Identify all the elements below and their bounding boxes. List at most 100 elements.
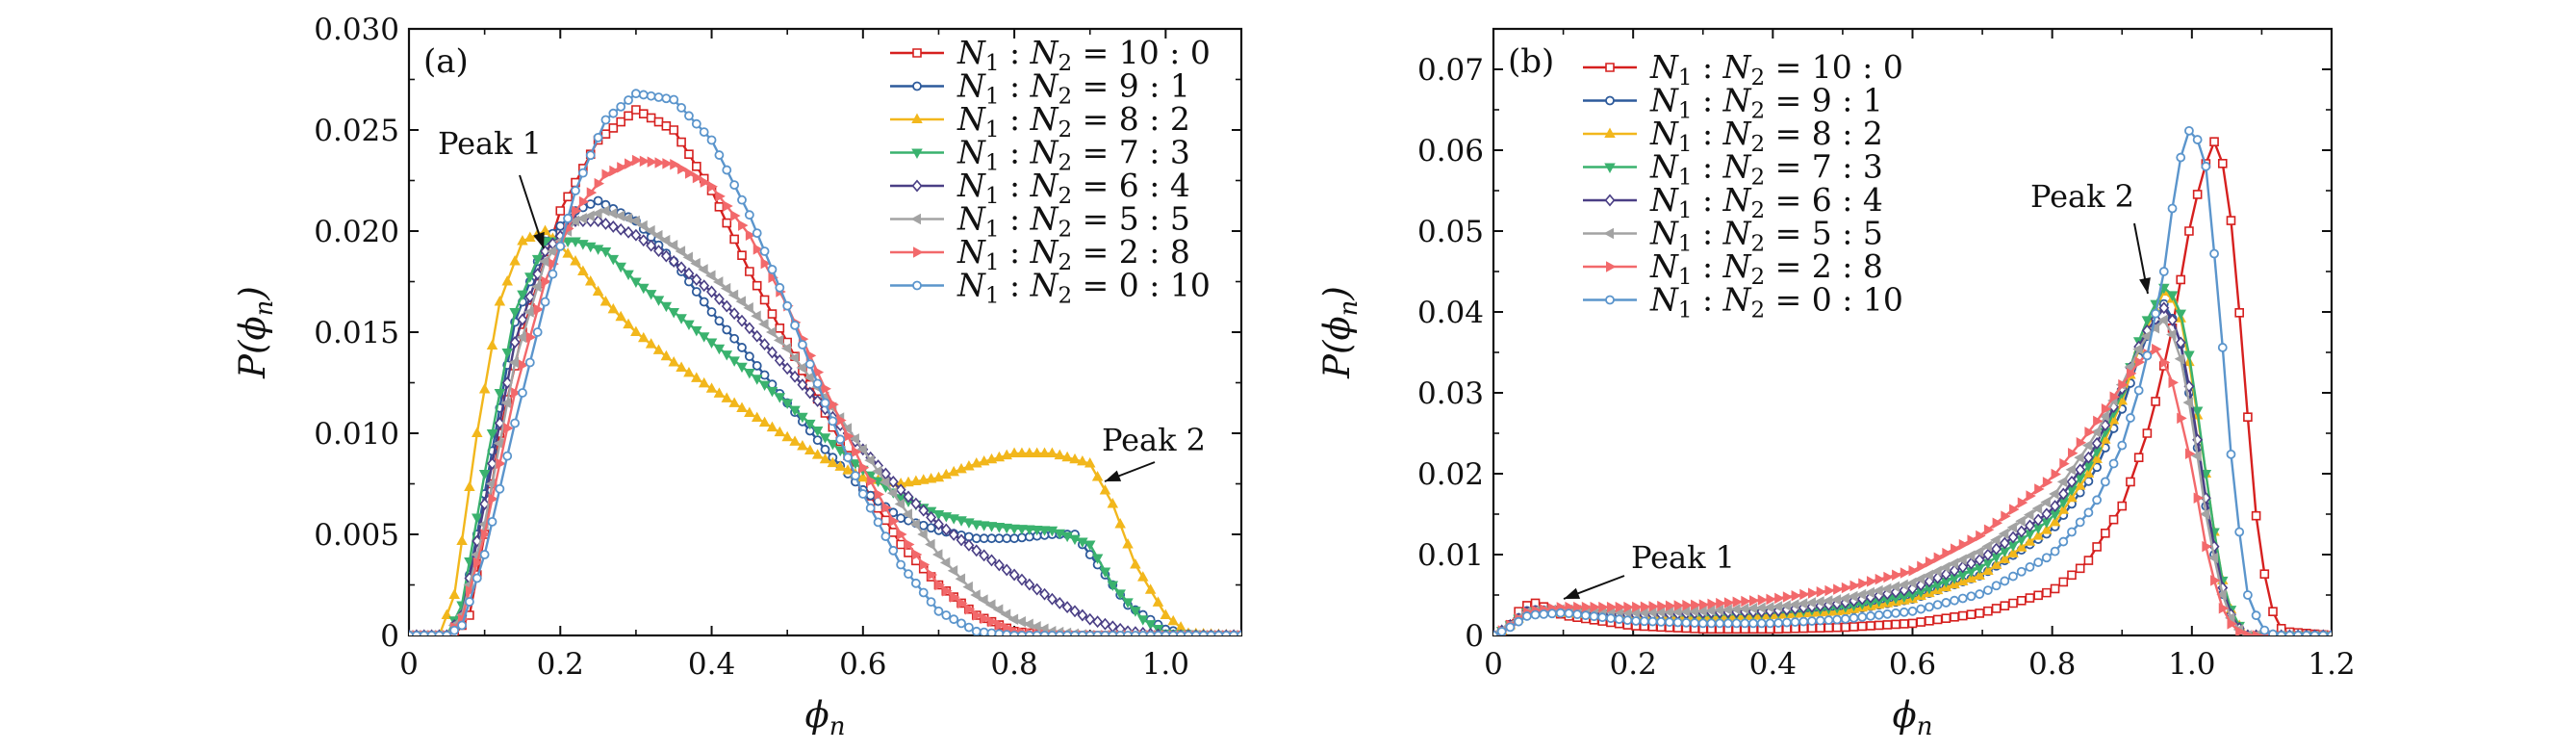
data-point [1925,556,1936,568]
data-point [804,419,816,430]
data-point [842,464,854,475]
data-point [2015,541,2028,552]
legend-label: N1 : N2 = 6 : 4 [1649,181,1883,223]
data-point [1799,588,1810,601]
data-point [570,255,581,266]
data-point [1873,584,1883,597]
data-point [2268,629,2278,635]
data-point [584,275,597,286]
data-point [426,631,437,635]
y-tick-label: 0.010 [314,417,399,452]
data-point [503,422,514,434]
data-point [721,299,732,313]
data-point [2082,451,2094,464]
data-point [667,239,678,251]
data-point [654,157,665,168]
data-point [1965,572,1977,583]
data-point [2007,531,2019,544]
data-point [1932,600,1943,610]
data-point [638,331,650,343]
data-point [2252,630,2263,635]
data-point [918,587,929,598]
data-point [669,94,679,105]
data-point [1849,622,1859,632]
data-point [1841,622,1850,633]
data-point [2042,477,2053,488]
data-point [607,254,620,266]
data-point [1632,601,1643,613]
legend-label: N1 : N2 = 9 : 1 [956,67,1190,110]
legend-marker [912,81,922,91]
legend-marker [1604,163,1616,173]
data-point [1833,583,1844,595]
data-point [684,168,696,179]
data-point [1981,540,1992,553]
data-point [1032,583,1043,596]
data-point [2191,450,2202,462]
data-point [768,272,778,284]
data-point [941,610,952,620]
y-tick-label: 0.020 [314,215,399,249]
data-point [1631,616,1641,626]
data-point [2101,529,2110,538]
data-point [744,351,754,362]
data-point [546,246,557,257]
data-point [625,158,635,169]
data-point [2168,376,2179,389]
data-point [1144,583,1157,594]
data-point [880,467,891,480]
data-point [851,471,860,481]
data-point [562,237,574,247]
data-point [472,427,483,437]
data-point [980,612,991,625]
data-point [1916,604,1926,614]
data-point [2024,535,2036,546]
data-point [585,150,596,161]
data-point [735,296,746,307]
data-point [2118,378,2129,391]
data-point [1780,600,1791,611]
data-point [524,272,536,283]
data-point [1009,631,1019,635]
data-point [699,297,709,307]
data-point [804,444,816,455]
data-point [834,446,846,457]
data-point [518,359,529,371]
data-point [811,449,824,459]
data-point [669,125,679,135]
data-point [985,453,998,464]
data-point [586,187,598,198]
legend-marker [912,280,922,291]
data-point [1882,609,1893,619]
data-point [926,523,936,533]
data-point [970,589,981,601]
data-point [964,603,976,615]
data-point [1824,623,1834,633]
data-point [1898,579,1908,591]
data-point [510,418,520,428]
data-point [1069,534,1081,546]
data-point [714,316,725,326]
data-point [857,471,869,482]
data-point [1597,612,1608,623]
data-point [653,117,664,127]
data-point [486,339,498,350]
data-point [682,251,693,264]
data-point [819,453,831,464]
data-point [925,472,937,483]
data-point [684,149,694,159]
data-point [722,324,732,335]
data-point [902,508,912,520]
data-point [615,262,626,273]
data-point [2034,483,2045,495]
data-point [903,490,914,504]
data-point [939,557,951,569]
data-point [1144,620,1157,631]
data-point [1966,557,1977,570]
data-point [789,435,801,446]
data-point [1983,524,1995,536]
data-point [1789,599,1799,610]
legend-label: N1 : N2 = 6 : 4 [956,167,1190,209]
data-point [721,350,733,361]
data-point [1975,609,1984,618]
